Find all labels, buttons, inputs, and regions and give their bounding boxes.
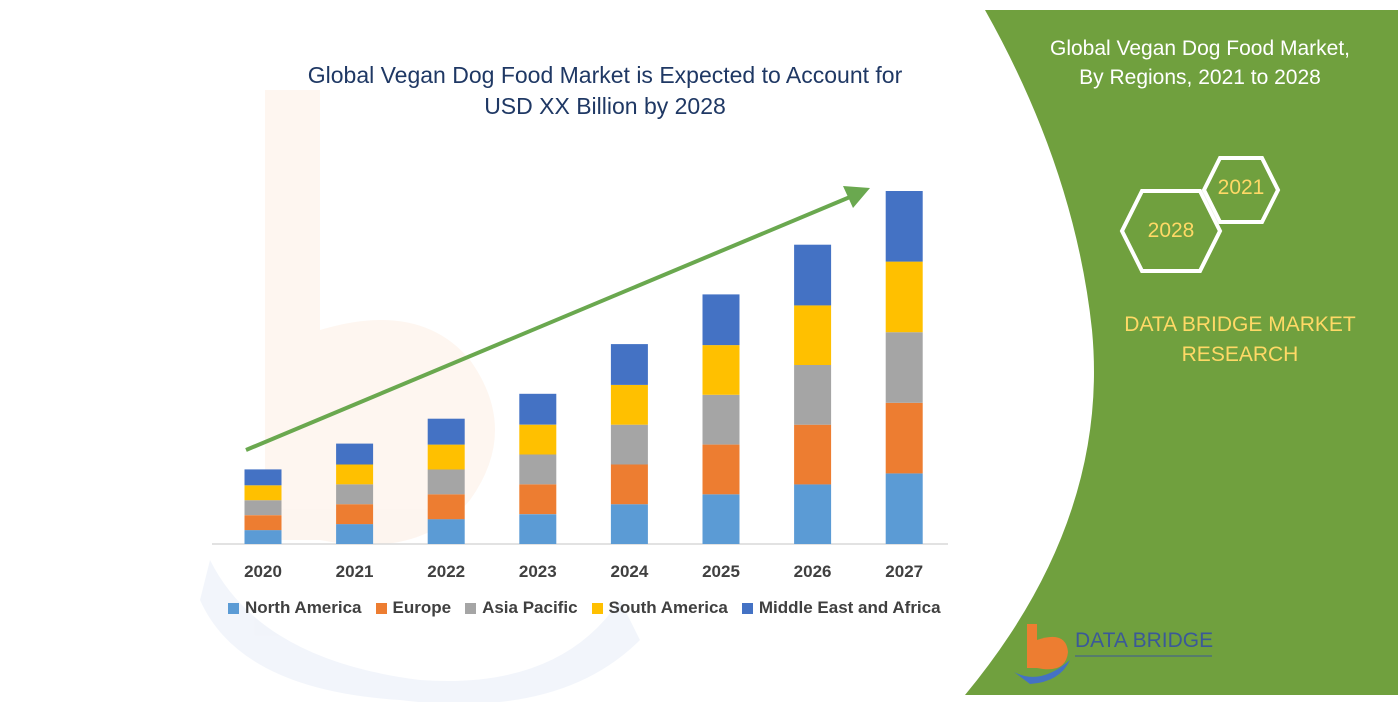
legend-label: Asia Pacific — [482, 598, 578, 617]
legend-label: South America — [608, 598, 728, 617]
bar-2022-south-america — [427, 444, 465, 470]
bar-2025-north-america — [702, 494, 740, 544]
bar-2023-europe — [519, 484, 557, 515]
legend-item-middle-east-and-africa: Middle East and Africa — [741, 598, 941, 618]
brand-name-line-2: RESEARCH — [1181, 343, 1299, 366]
legend-label: North America — [245, 598, 362, 617]
hexagon-2021-label: 2021 — [1217, 176, 1265, 199]
bar-2022-north-america — [427, 519, 465, 544]
brand-name: DATA BRIDGE MARKET RESEARCH — [1100, 310, 1380, 370]
x-tick-label-2020: 2020 — [244, 562, 282, 581]
bar-2027-asia-pacific — [885, 332, 923, 403]
x-tick-label-2024: 2024 — [610, 562, 648, 581]
bar-2027-middle-east-and-africa — [885, 191, 923, 262]
x-tick-label-2027: 2027 — [885, 562, 923, 581]
bar-2023-asia-pacific — [519, 454, 557, 485]
bar-2023-middle-east-and-africa — [519, 393, 557, 425]
logo-text: DATA BRIDGE — [1075, 629, 1214, 652]
brand-name-line-1: DATA BRIDGE MARKET — [1124, 313, 1356, 336]
legend-item-north-america: North America — [228, 598, 362, 618]
legend-swatch — [228, 602, 239, 614]
bar-2020-north-america — [244, 530, 282, 544]
bar-2022-europe — [427, 494, 465, 520]
bar-2026-asia-pacific — [794, 365, 832, 425]
bar-2024-asia-pacific — [610, 424, 648, 465]
chart-title-line-2: USD XX Billion by 2028 — [484, 93, 726, 119]
bar-2021-south-america — [336, 464, 374, 485]
trend-arrow — [245, 195, 851, 452]
x-tick-label-2022: 2022 — [427, 562, 465, 581]
side-panel-title: Global Vegan Dog Food Market, By Regions… — [1010, 34, 1390, 92]
bar-2023-south-america — [519, 424, 557, 455]
bar-2024-north-america — [610, 504, 648, 544]
bar-2024-europe — [610, 464, 648, 505]
legend-label: Europe — [392, 598, 452, 617]
bar-2027-north-america — [885, 473, 923, 544]
bar-2021-asia-pacific — [336, 484, 374, 505]
bar-2025-south-america — [702, 345, 740, 395]
legend-swatch — [465, 602, 477, 614]
legend-item-europe: Europe — [375, 598, 452, 618]
bar-2022-asia-pacific — [427, 469, 465, 495]
bar-2023-north-america — [519, 514, 557, 544]
bar-2024-middle-east-and-africa — [610, 344, 648, 385]
bar-2022-middle-east-and-africa — [427, 418, 465, 445]
bar-2026-europe — [794, 424, 832, 485]
legend-swatch — [375, 602, 387, 614]
bar-2024-south-america — [610, 384, 648, 425]
hexagon-2021 — [1201, 156, 1281, 224]
legend-swatch — [741, 602, 753, 614]
side-panel-title-line-2: By Regions, 2021 to 2028 — [1079, 66, 1321, 89]
bar-2020-south-america — [244, 485, 282, 501]
side-panel-background — [965, 10, 1398, 695]
trend-arrow-head — [843, 186, 870, 208]
bar-2025-europe — [702, 444, 740, 495]
side-panel-title-line-1: Global Vegan Dog Food Market, — [1049, 37, 1350, 60]
chart-title: Global Vegan Dog Food Market is Expected… — [250, 60, 960, 122]
legend-swatch — [591, 602, 603, 614]
bar-2026-north-america — [794, 484, 832, 544]
legend: North America Europe Asia Pacific South Ame… — [228, 598, 958, 618]
bar-2021-north-america — [336, 524, 374, 544]
x-tick-label-2021: 2021 — [336, 562, 374, 581]
bar-2021-middle-east-and-africa — [336, 443, 374, 465]
legend-item-south-america: South America — [591, 598, 728, 618]
bar-2020-middle-east-and-africa — [244, 469, 282, 486]
bar-2021-europe — [336, 504, 374, 525]
x-tick-label-2023: 2023 — [519, 562, 557, 581]
bar-2027-south-america — [885, 261, 923, 333]
hexagon-2028-label: 2028 — [1147, 219, 1195, 242]
bar-2026-south-america — [794, 305, 832, 365]
bar-2025-middle-east-and-africa — [702, 294, 740, 346]
bar-2020-europe — [244, 515, 282, 531]
x-tick-label-2026: 2026 — [794, 562, 832, 581]
x-tick-label-2025: 2025 — [702, 562, 740, 581]
hexagon-2028 — [1119, 189, 1223, 273]
bar-2020-asia-pacific — [244, 500, 282, 516]
chart-title-line-1: Global Vegan Dog Food Market is Expected… — [307, 62, 903, 88]
bars-group — [244, 191, 923, 544]
x-tick-labels: 2020 2021 2022 2023 2024 2025 2026 2027 — [244, 562, 923, 581]
legend-item-asia-pacific: Asia Pacific — [465, 598, 578, 618]
bar-2025-asia-pacific — [702, 394, 740, 445]
bar-2027-europe — [885, 402, 923, 474]
legend-label: Middle East and Africa — [758, 598, 941, 617]
data-bridge-logo-icon — [1014, 624, 1070, 684]
bar-2026-middle-east-and-africa — [794, 244, 832, 306]
